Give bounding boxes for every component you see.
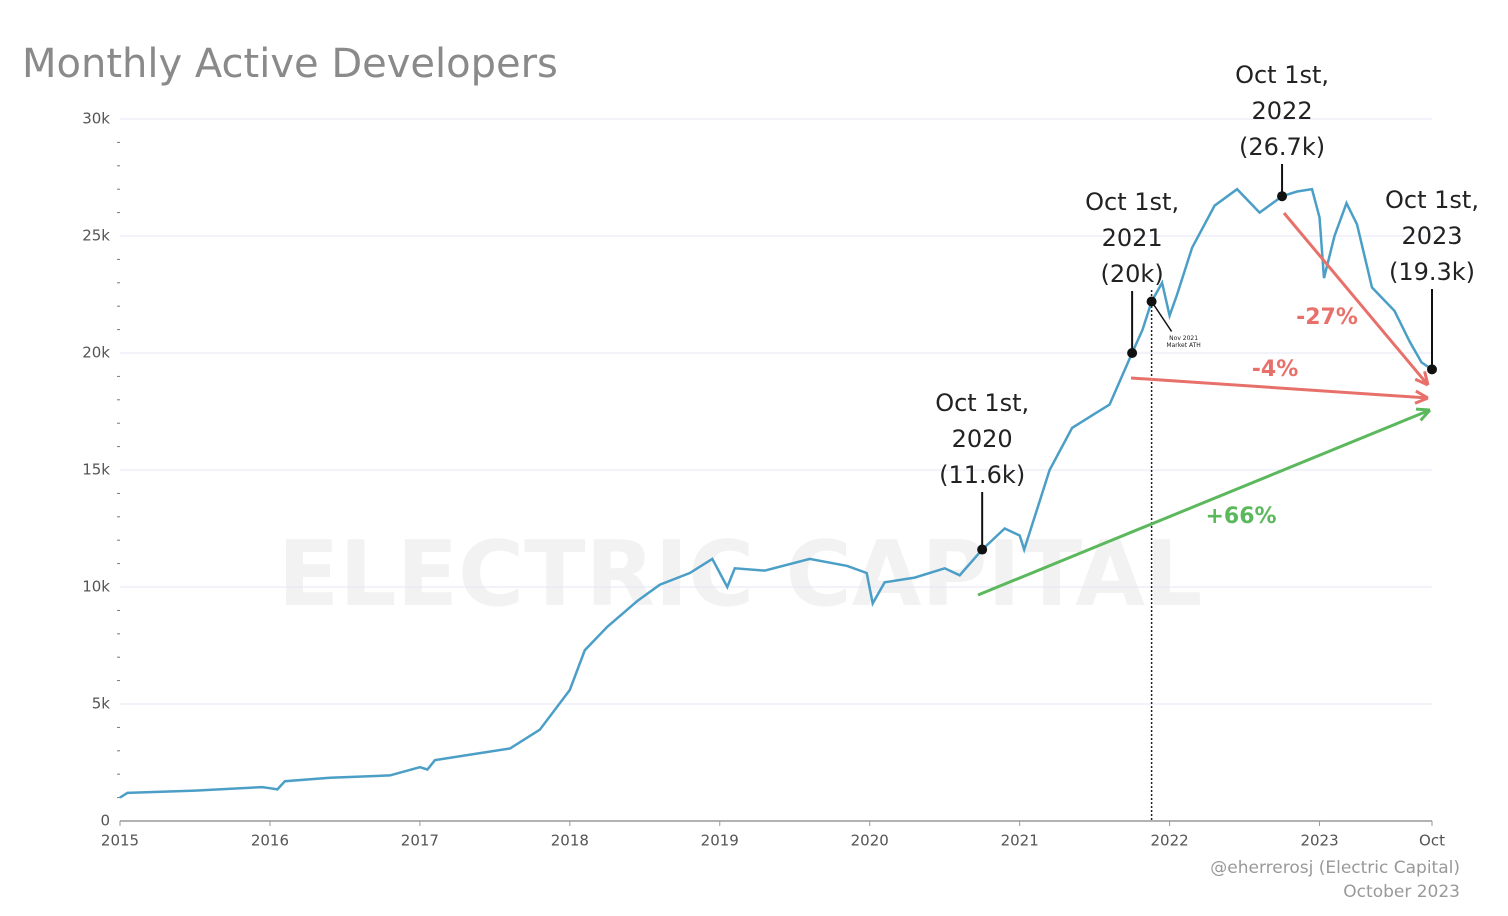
annotation-dot (977, 544, 988, 555)
chart-title: Monthly Active Developers (22, 41, 558, 87)
x-tick-label: 2019 (701, 832, 739, 850)
annotation-text: (19.3k) (1389, 258, 1475, 286)
source-date: October 2023 (1343, 882, 1460, 902)
watermark: ELECTRIC CAPITAL (278, 522, 1202, 627)
x-tick-label: 2023 (1300, 832, 1338, 850)
change-label: +66% (1205, 504, 1276, 529)
ath-label: Nov 2021 (1169, 335, 1198, 342)
annotation-dot (1277, 191, 1288, 202)
ath-leader (1150, 301, 1173, 332)
annotation-text: 2023 (1401, 222, 1462, 250)
annotation-text: (20k) (1101, 260, 1164, 288)
change-arrow (977, 408, 1431, 597)
arrow-head (1415, 407, 1432, 422)
annotation-text: Oct 1st, (1085, 188, 1179, 216)
y-tick-label: 15k (82, 461, 110, 479)
annotation-text: Oct 1st, (1235, 61, 1329, 89)
annotation-dot (1127, 348, 1138, 358)
x-tick-label: 2015 (101, 832, 139, 850)
x-tick-label: 2020 (851, 832, 889, 850)
y-tick-label: 30k (82, 110, 110, 128)
ath-label: Market ATH (1166, 342, 1200, 349)
change-label: -4% (1252, 357, 1298, 382)
data-line (119, 187, 1433, 799)
annotation-text: Oct 1st, (935, 389, 1029, 417)
y-tick-label: 10k (82, 578, 110, 596)
x-tick-label: 2017 (401, 832, 439, 850)
annotation-dot (1427, 364, 1437, 375)
x-tick-label: 2022 (1151, 832, 1189, 850)
x-tick-label: 2021 (1001, 832, 1039, 850)
arrow-head (1414, 389, 1429, 405)
x-tick-label: 2016 (251, 832, 289, 850)
y-tick-label: 20k (82, 344, 110, 362)
arrow-head (1414, 371, 1430, 387)
source: @eherrerosj (Electric Capital) (1210, 858, 1460, 878)
annotation-text: 2021 (1102, 224, 1163, 252)
x-tick-label: 2018 (551, 832, 589, 850)
y-tick-label: 5k (92, 695, 111, 713)
annotation-text: 2022 (1252, 97, 1313, 125)
change-arrow (1282, 212, 1430, 386)
y-tick-label: 25k (82, 227, 110, 245)
annotation-text: (11.6k) (939, 461, 1025, 489)
y-tick-label: 0 (100, 812, 110, 830)
change-arrow (1130, 376, 1429, 400)
change-label: -27% (1296, 305, 1358, 330)
annotation-text: Oct 1st, (1385, 186, 1479, 214)
annotation-text: (26.7k) (1239, 133, 1325, 161)
x-tick-label: Oct (1419, 832, 1445, 850)
annotation-text: 2020 (952, 425, 1013, 453)
